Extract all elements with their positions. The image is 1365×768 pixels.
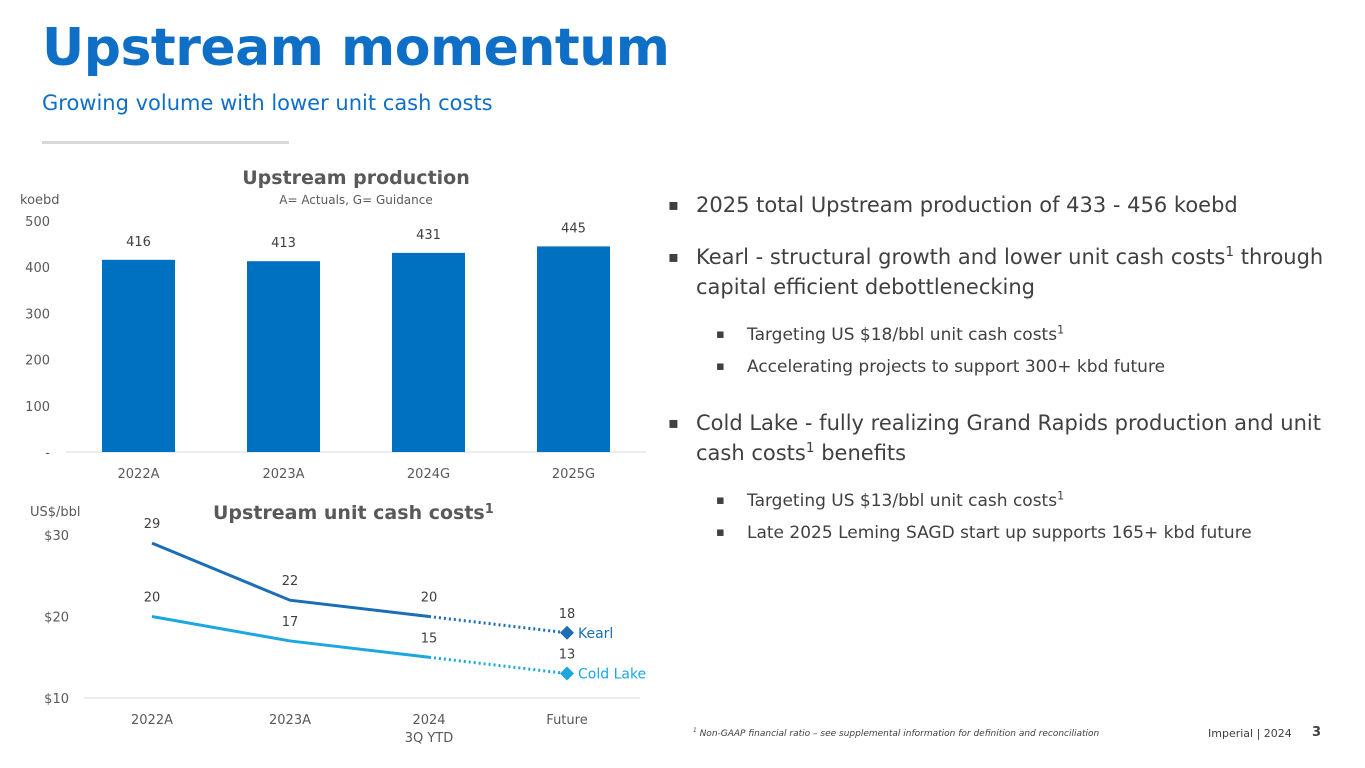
- cold-lake-value-label: 20: [144, 591, 161, 606]
- bar: [102, 259, 175, 452]
- line-category-sublabel: 3Q YTD: [405, 731, 454, 746]
- bar-ytick-label: 200: [25, 354, 50, 369]
- bar-ytick-label: 400: [25, 261, 50, 276]
- line-ytick-label: $20: [44, 611, 69, 626]
- cold-lake-value-label: 17: [282, 615, 299, 630]
- line-ytick-label: $30: [44, 529, 69, 544]
- page-title: Upstream momentum: [42, 18, 670, 78]
- kearl-series-label: Kearl: [578, 626, 613, 642]
- bullet-kearl-target: Targeting US $18/bbl unit cash costs1: [668, 324, 1358, 346]
- bar: [537, 246, 610, 452]
- bullet-cold-lake-leming: Late 2025 Leming SAGD start up supports …: [668, 522, 1358, 544]
- kearl-value-label: 22: [282, 574, 299, 589]
- page-number: 3: [1312, 725, 1322, 740]
- bar-ytick-label: 500: [25, 215, 50, 230]
- cold-lake-value-label: 15: [421, 631, 438, 646]
- bullet-kearl-projects: Accelerating projects to support 300+ kb…: [668, 356, 1358, 378]
- line-ytick-label: $10: [44, 692, 69, 707]
- bar: [247, 261, 320, 452]
- bullet-production-guidance: 2025 total Upstream production of 433 - …: [668, 190, 1358, 220]
- bar-value-label: 431: [416, 228, 441, 243]
- bar-ytick-label: -: [45, 446, 50, 461]
- cold-lake-future-marker: [560, 666, 574, 681]
- footer-brand: Imperial | 2024: [1208, 727, 1292, 740]
- bar-chart-title: Upstream production: [242, 167, 470, 189]
- line-chart-ylabel: US$/bbl: [30, 505, 81, 520]
- bar-category-label: 2025G: [552, 467, 595, 482]
- line-category-label: 2023A: [269, 713, 311, 728]
- bar-value-label: 445: [561, 221, 586, 236]
- bar: [392, 252, 465, 452]
- bar-value-label: 413: [271, 236, 296, 251]
- cold-lake-line-actual: [151, 615, 430, 659]
- line-chart-title: Upstream unit cash costs1: [213, 502, 494, 524]
- bar-category-label: 2022A: [118, 467, 160, 482]
- line-category-label: Future: [546, 713, 587, 728]
- cold-lake-value-label: 13: [559, 648, 576, 663]
- bar-category-label: 2024G: [407, 467, 450, 482]
- kearl-value-label: 18: [559, 607, 576, 622]
- kearl-future-marker: [560, 625, 574, 640]
- bar-category-label: 2023A: [263, 467, 305, 482]
- bar-value-label: 416: [126, 235, 151, 250]
- cold-lake-series-label: Cold Lake: [578, 667, 646, 683]
- bar-chart-subtitle: A= Actuals, G= Guidance: [279, 193, 433, 207]
- kearl-line-projection: [428, 615, 568, 635]
- page-subtitle: Growing volume with lower unit cash cost…: [42, 91, 493, 115]
- bullet-cold-lake-target: Targeting US $13/bbl unit cash costs1: [668, 490, 1358, 512]
- line-category-label: 2024: [412, 713, 445, 728]
- title-divider: [42, 141, 289, 144]
- kearl-value-label: 29: [144, 517, 161, 532]
- kearl-value-label: 20: [421, 591, 438, 606]
- footnote: 1 Non-GAAP financial ratio – see supplem…: [693, 728, 1100, 739]
- bar-ytick-label: 300: [25, 307, 50, 322]
- key-points: 2025 total Upstream production of 433 - …: [668, 190, 1358, 554]
- bullet-kearl: Kearl - structural growth and lower unit…: [668, 242, 1358, 302]
- cold-lake-line-projection: [428, 655, 568, 676]
- bar-ytick-label: 100: [25, 400, 50, 415]
- bullet-cold-lake: Cold Lake - fully realizing Grand Rapids…: [668, 408, 1358, 468]
- line-category-label: 2022A: [131, 713, 173, 728]
- kearl-line-actual: [151, 541, 430, 618]
- bar-chart-ylabel: koebd: [20, 193, 60, 208]
